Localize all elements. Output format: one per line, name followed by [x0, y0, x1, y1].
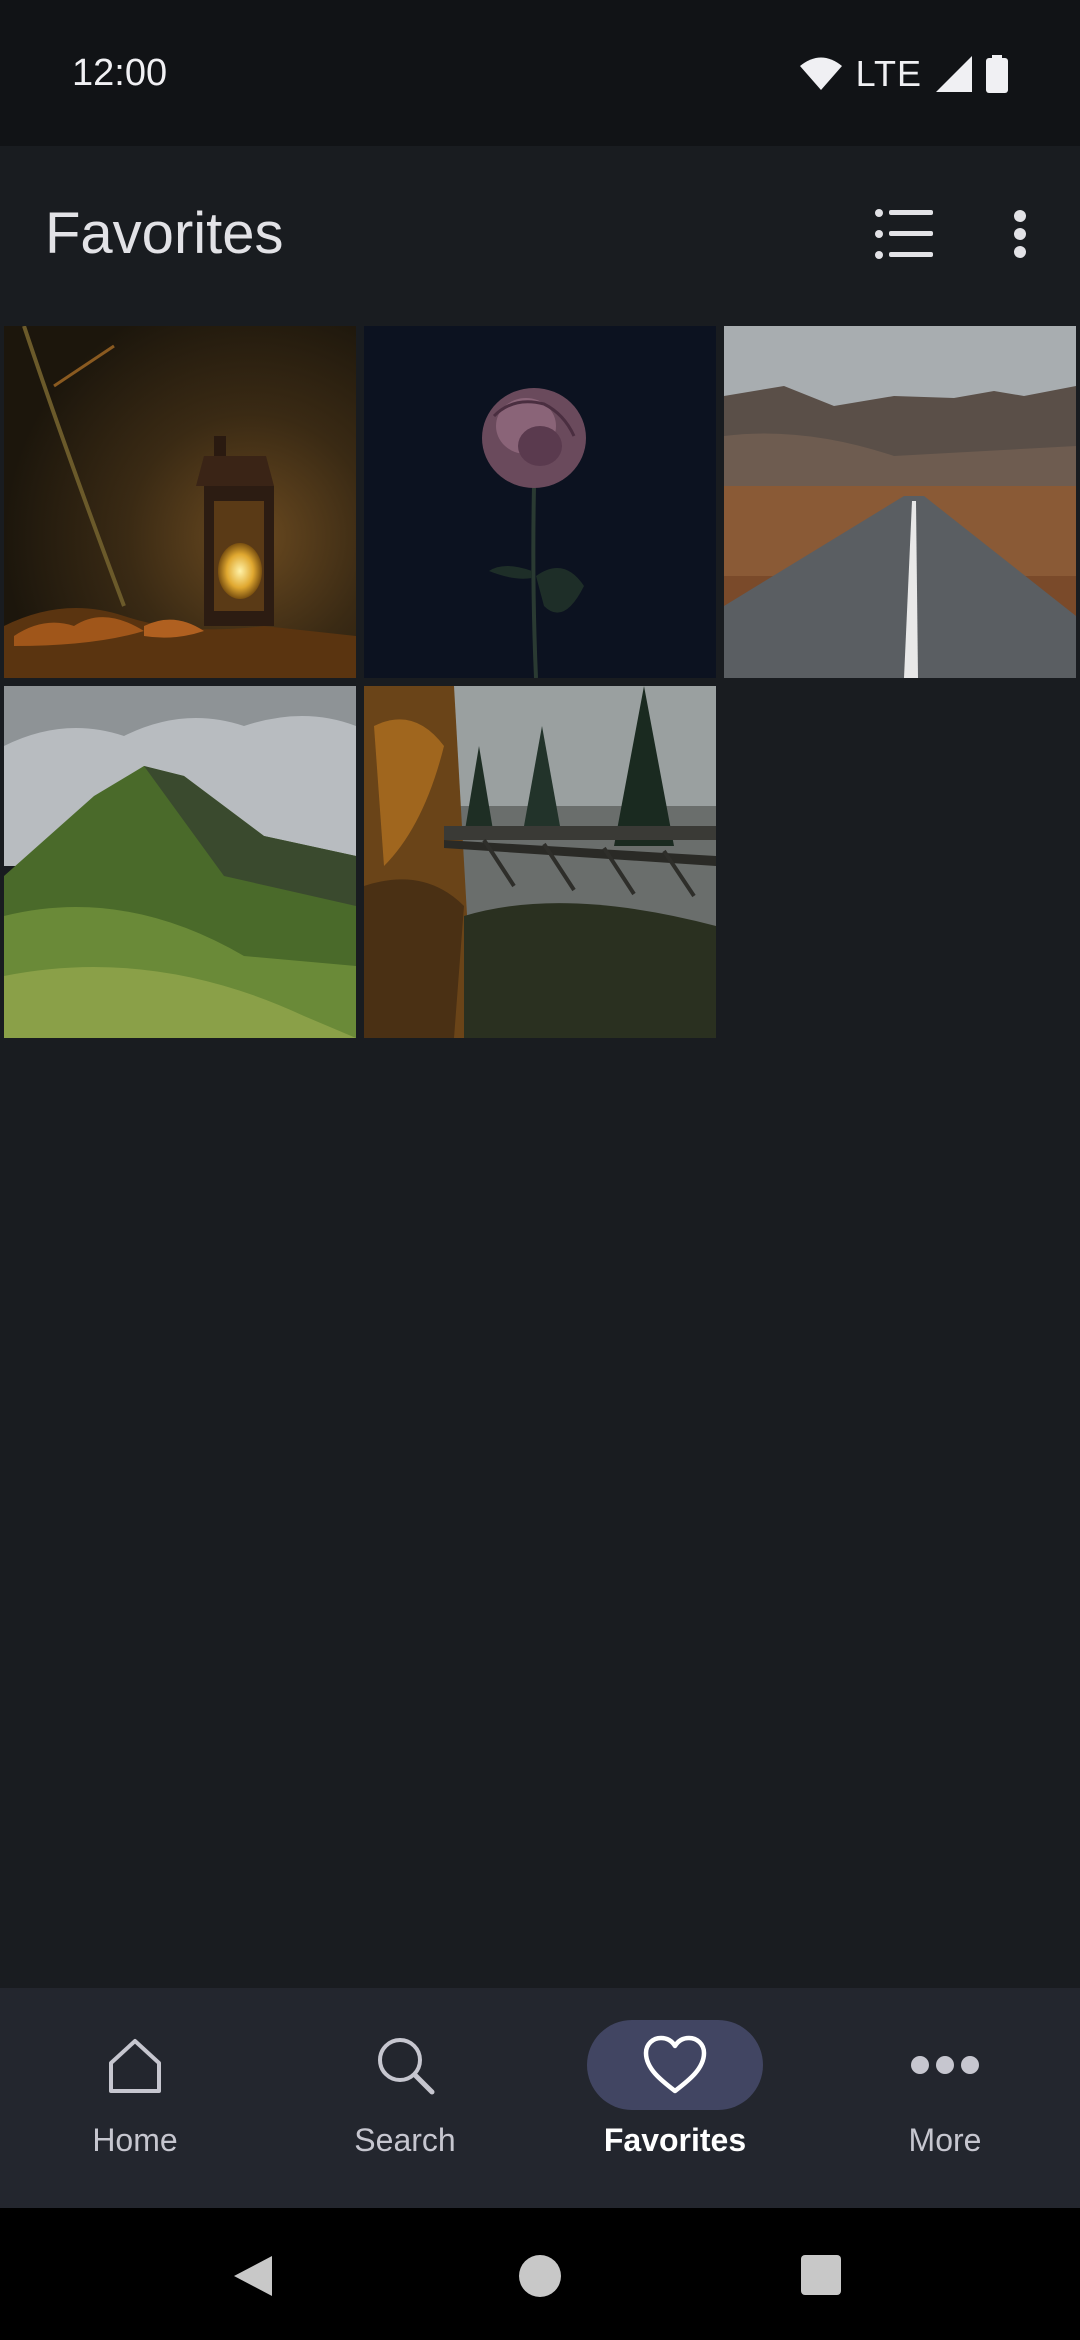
system-navigation-bar: [0, 2208, 1080, 2340]
cell-signal-icon: [936, 56, 972, 92]
road-photo: [724, 326, 1076, 678]
nav-label-more: More: [908, 2122, 982, 2158]
list-view-icon: [875, 209, 933, 259]
page-title: Favorites: [45, 201, 284, 266]
status-icons: LTE: [799, 52, 1008, 96]
rose-photo: [364, 326, 716, 678]
lantern-photo: [4, 326, 356, 678]
photo-thumbnail-rose[interactable]: [364, 326, 716, 678]
nav-pill-home: [47, 2020, 223, 2110]
nav-label-search: Search: [354, 2122, 456, 2158]
nav-item-home[interactable]: Home: [0, 1988, 270, 2208]
nav-item-search[interactable]: Search: [270, 1988, 540, 2208]
recents-square-icon[interactable]: [800, 2254, 842, 2296]
bridge-photo: [364, 686, 716, 1038]
network-type: LTE: [855, 53, 922, 94]
hill-photo: [4, 686, 356, 1038]
heart-icon: [643, 2035, 707, 2094]
nav-item-favorites[interactable]: Favorites: [540, 1988, 810, 2208]
nav-label-favorites: Favorites: [603, 2122, 747, 2158]
back-icon[interactable]: [232, 2254, 274, 2298]
nav-label-home: Home: [92, 2122, 178, 2158]
battery-icon: [986, 55, 1008, 93]
home-circle-icon[interactable]: [518, 2254, 562, 2298]
photo-thumbnail-hill[interactable]: [4, 686, 356, 1038]
photo-thumbnail-road[interactable]: [724, 326, 1076, 678]
home-icon: [109, 2039, 161, 2093]
overflow-menu-button[interactable]: [1000, 200, 1040, 268]
wifi-icon: [799, 57, 842, 90]
bottom-navigation: Home Search Favorites More: [0, 1988, 1080, 2208]
more-horizontal-icon: [911, 2056, 979, 2074]
nav-item-more[interactable]: More: [810, 1988, 1080, 2208]
list-view-button[interactable]: [870, 200, 938, 268]
photo-thumbnail-lantern[interactable]: [4, 326, 356, 678]
nav-pill-search: [317, 2020, 493, 2110]
nav-pill-favorites: [587, 2020, 763, 2110]
status-bar: 12:00 LTE: [0, 0, 1080, 146]
search-icon: [378, 2038, 435, 2095]
more-vertical-icon: [1014, 210, 1026, 258]
nav-pill-more: [857, 2020, 1033, 2110]
status-time: 12:00: [72, 52, 168, 94]
photo-thumbnail-bridge[interactable]: [364, 686, 716, 1038]
